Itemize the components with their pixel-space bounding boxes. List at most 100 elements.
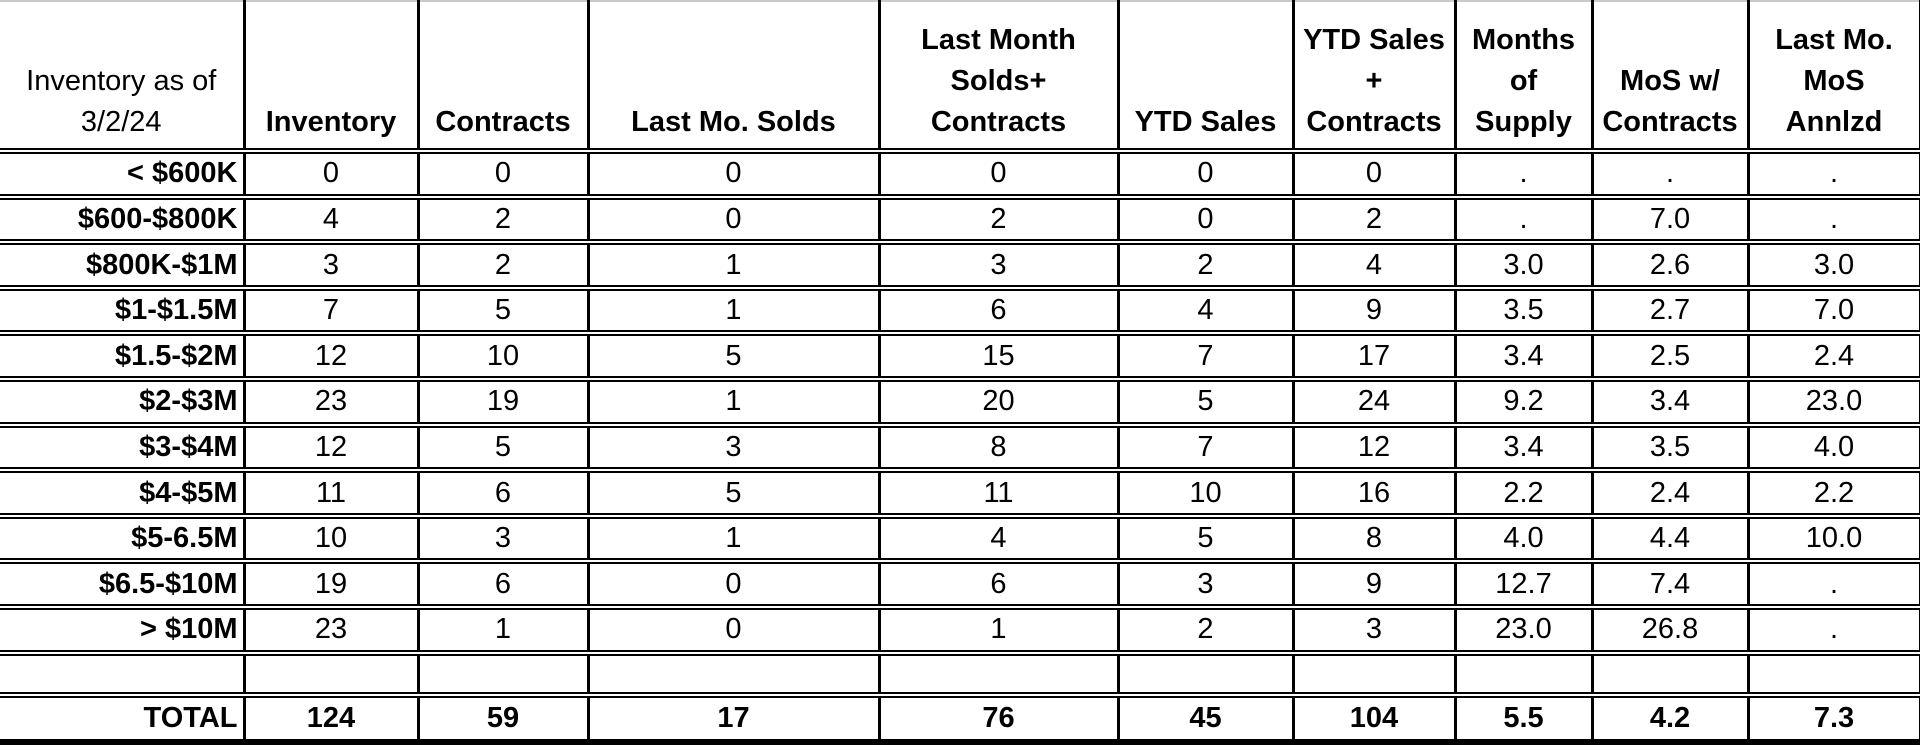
cell: 3 bbox=[1291, 607, 1457, 656]
cell: 4.4 bbox=[1590, 515, 1750, 565]
cell: 0 bbox=[1291, 151, 1457, 200]
cell: 7.0 bbox=[1746, 287, 1920, 337]
cell: 1 bbox=[586, 287, 881, 337]
cell: 0 bbox=[586, 196, 881, 246]
cell: . bbox=[1453, 151, 1594, 200]
cell: 6 bbox=[877, 287, 1120, 337]
column-header-last-mo-solds: Last Mo. Solds bbox=[586, 0, 881, 154]
cell: 7.0 bbox=[1590, 196, 1750, 246]
cell: 2 bbox=[1116, 242, 1295, 291]
cell: 19 bbox=[416, 379, 590, 428]
cell: 12 bbox=[242, 424, 420, 474]
total-row: TOTAL 124 59 17 76 45 104 5.5 4.2 7.3 bbox=[0, 695, 1920, 745]
cell: 9.2 bbox=[1453, 379, 1594, 428]
column-header-last-mo-mos-annlzd: Last Mo. MoS Annlzd bbox=[1746, 0, 1920, 154]
table-row: $4-$5M 11 6 5 11 10 16 2.2 2.4 2.2 bbox=[0, 470, 1920, 519]
row-label-1-1-5m: $1-$1.5M bbox=[0, 287, 246, 337]
row-label-total: TOTAL bbox=[0, 695, 246, 745]
table-row: $600-$800K 4 2 0 2 0 2. 7.0. bbox=[0, 196, 1920, 246]
cell: 9 bbox=[1291, 561, 1457, 611]
cell: 3.0 bbox=[1746, 242, 1920, 291]
cell: 5 bbox=[416, 424, 590, 474]
cell: 0 bbox=[586, 151, 881, 200]
cell: 2.5 bbox=[1590, 333, 1750, 383]
cell: 2.2 bbox=[1453, 470, 1594, 519]
cell: 3.5 bbox=[1590, 424, 1750, 474]
cell: 10 bbox=[242, 515, 420, 565]
cell: 7 bbox=[1116, 424, 1295, 474]
cell: 2 bbox=[416, 196, 590, 246]
cell bbox=[1746, 652, 1920, 699]
cell: 3.0 bbox=[1453, 242, 1594, 291]
cell: 7 bbox=[242, 287, 420, 337]
cell: 20 bbox=[877, 379, 1120, 428]
cell: 76 bbox=[877, 695, 1120, 745]
cell: 17 bbox=[1291, 333, 1457, 383]
column-header-ytd-sales: YTD Sales bbox=[1116, 0, 1295, 154]
table-row: $6.5-$10M 19 6 0 6 3 9 12.7 7.4. bbox=[0, 561, 1920, 611]
column-header-mos-w-contracts: MoS w/ Contracts bbox=[1590, 0, 1750, 154]
column-header-last-month-solds-contracts: Last Month Solds+ Contracts bbox=[877, 0, 1120, 154]
cell: 8 bbox=[1291, 515, 1457, 565]
table-body: < $600K 0 0 0 0 0 0... $600-$800K 4 2 0 2 0 2. 7.0. $80… bbox=[0, 151, 1920, 745]
cell: 9 bbox=[1291, 287, 1457, 337]
cell: 1 bbox=[586, 242, 881, 291]
cell: 4.0 bbox=[1453, 515, 1594, 565]
cell: 2 bbox=[1116, 607, 1295, 656]
cell: . bbox=[1453, 196, 1594, 246]
cell: 0 bbox=[1116, 196, 1295, 246]
table-row: $5-6.5M 10 3 1 4 5 8 4.0 4.4 10.0 bbox=[0, 515, 1920, 565]
cell: 12 bbox=[1291, 424, 1457, 474]
row-label-600-800k: $600-$800K bbox=[0, 196, 246, 246]
table-row: $1.5-$2M 12 10 5 15 7 17 3.4 2.5 2.4 bbox=[0, 333, 1920, 383]
cell: 5 bbox=[1116, 379, 1295, 428]
cell: 8 bbox=[877, 424, 1120, 474]
cell: 6 bbox=[877, 561, 1120, 611]
cell: 2 bbox=[416, 242, 590, 291]
cell: 10 bbox=[1116, 470, 1295, 519]
table-row: < $600K 0 0 0 0 0 0... bbox=[0, 151, 1920, 200]
column-header-ytd-sales-contracts: YTD Sales + Contracts bbox=[1291, 0, 1457, 154]
column-header-contracts: Contracts bbox=[416, 0, 590, 154]
cell: 59 bbox=[416, 695, 590, 745]
cell: 1 bbox=[877, 607, 1120, 656]
cell bbox=[1291, 652, 1457, 699]
cell: 16 bbox=[1291, 470, 1457, 519]
cell: 19 bbox=[242, 561, 420, 611]
row-label-10m: > $10M bbox=[0, 607, 246, 656]
column-header-inventory: Inventory bbox=[242, 0, 420, 154]
header-row: Inventory as of 3/2/24 Inventory Contracts… bbox=[0, 0, 1920, 154]
row-label-5-6-5m: $5-6.5M bbox=[0, 515, 246, 565]
cell: . bbox=[1746, 196, 1920, 246]
cell: 12 bbox=[242, 333, 420, 383]
cell bbox=[1590, 652, 1750, 699]
cell: 5 bbox=[586, 333, 881, 383]
cell: 23 bbox=[242, 607, 420, 656]
cell: 6 bbox=[416, 470, 590, 519]
cell: 10.0 bbox=[1746, 515, 1920, 565]
cell: 124 bbox=[242, 695, 420, 745]
cell: 45 bbox=[1116, 695, 1295, 745]
cell: . bbox=[1590, 151, 1750, 200]
cell: 1 bbox=[416, 607, 590, 656]
row-label-4-5m: $4-$5M bbox=[0, 470, 246, 519]
cell: 0 bbox=[877, 151, 1120, 200]
cell: 104 bbox=[1291, 695, 1457, 745]
cell: 15 bbox=[877, 333, 1120, 383]
row-label-blank bbox=[0, 652, 246, 699]
cell: 5.5 bbox=[1453, 695, 1594, 745]
cell: 3 bbox=[1116, 561, 1295, 611]
cell: 2.6 bbox=[1590, 242, 1750, 291]
cell: 10 bbox=[416, 333, 590, 383]
cell bbox=[586, 652, 881, 699]
cell: . bbox=[1746, 561, 1920, 611]
row-label-800k-1m: $800K-$1M bbox=[0, 242, 246, 291]
cell: 1 bbox=[586, 515, 881, 565]
cell: 4.2 bbox=[1590, 695, 1750, 745]
row-label-1-5-2m: $1.5-$2M bbox=[0, 333, 246, 383]
cell: 3.4 bbox=[1453, 424, 1594, 474]
cell bbox=[242, 652, 420, 699]
row-label-600k: < $600K bbox=[0, 151, 246, 200]
cell: 3 bbox=[416, 515, 590, 565]
